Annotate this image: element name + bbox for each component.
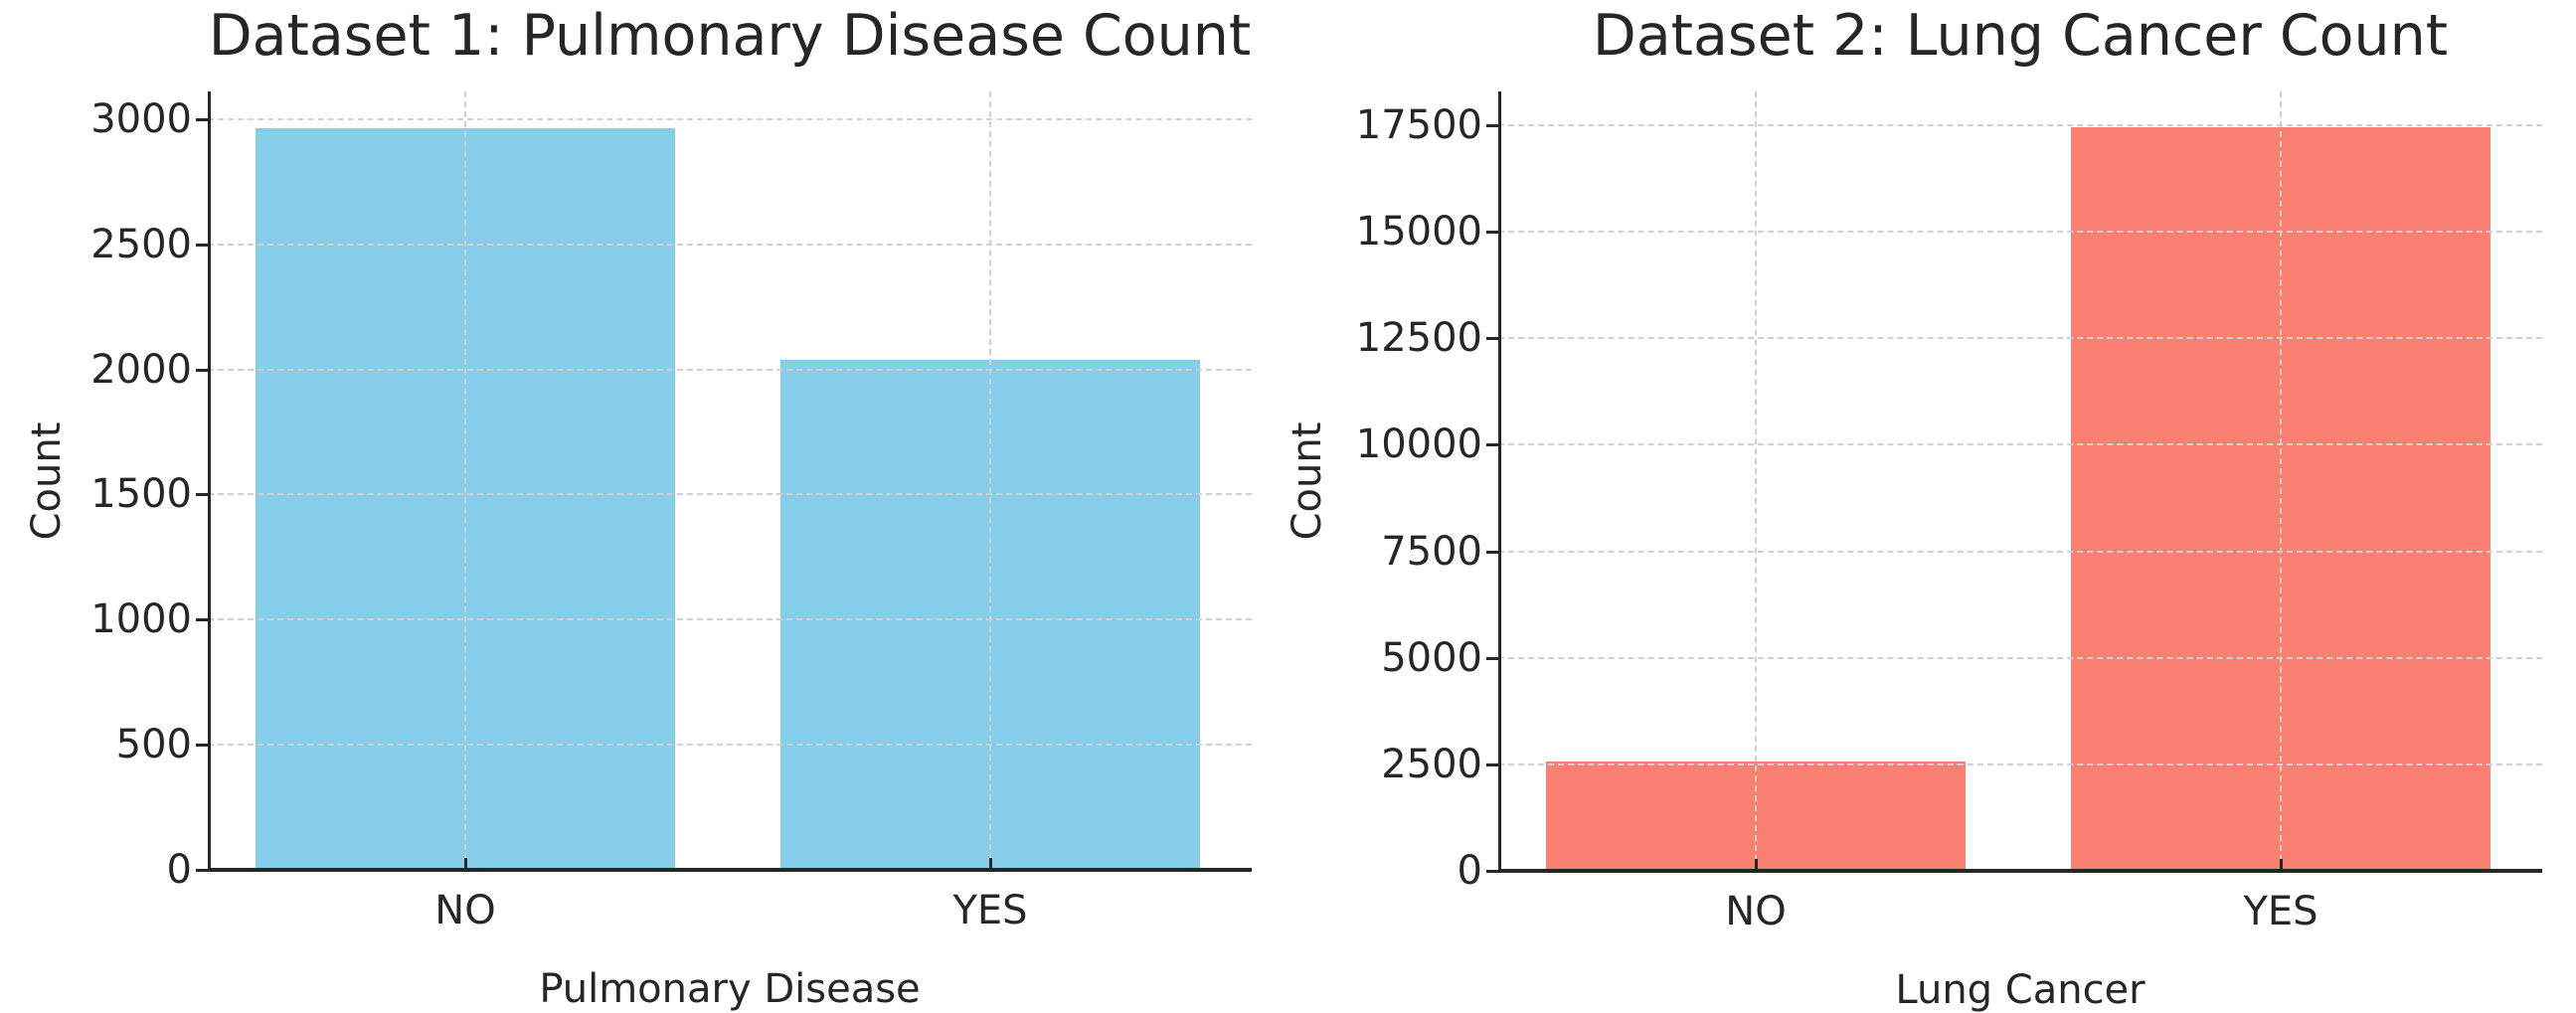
x-axis-spine bbox=[1498, 869, 2542, 873]
x-tick bbox=[989, 858, 992, 870]
y-tick-label: 2500 bbox=[90, 221, 192, 267]
y-tick bbox=[196, 243, 208, 247]
y-tick bbox=[196, 869, 208, 872]
y-tick-label: 17500 bbox=[1355, 101, 1482, 148]
y-tick-label: 5000 bbox=[1381, 634, 1482, 681]
plot-area: 0 2500 5000 7500 10000 12500 15000 17500 NO YES bbox=[1356, 91, 2542, 931]
x-tick-label-no: NO bbox=[1725, 889, 1787, 934]
x-tick-label-yes: YES bbox=[952, 888, 1028, 933]
y-tick bbox=[1486, 762, 1498, 766]
x-tick bbox=[2280, 859, 2283, 871]
y-axis-spine bbox=[208, 91, 211, 870]
y-tick-label: 1000 bbox=[90, 596, 192, 643]
y-tick bbox=[1486, 443, 1498, 447]
x-axis-title: Lung Cancer bbox=[1895, 967, 2146, 1013]
bar-no bbox=[1545, 760, 1967, 871]
y-tick-label: 12500 bbox=[1355, 315, 1482, 362]
x-tick-label-yes: YES bbox=[2243, 889, 2318, 934]
y-tick-label: 1500 bbox=[90, 471, 192, 518]
x-tick bbox=[1755, 859, 1758, 871]
y-tick bbox=[1486, 231, 1498, 235]
x-tick-label-no: NO bbox=[434, 888, 496, 933]
y-axis-title: Count bbox=[24, 422, 70, 540]
y-tick bbox=[1486, 656, 1498, 660]
bar-yes bbox=[779, 359, 1201, 870]
y-tick bbox=[1486, 123, 1498, 127]
x-tick bbox=[464, 858, 467, 870]
y-tick bbox=[196, 744, 208, 748]
y-tick-label: 0 bbox=[1457, 848, 1482, 894]
chart-title: Dataset 2: Lung Cancer Count bbox=[1592, 3, 2449, 69]
y-tick-label: 7500 bbox=[1381, 528, 1482, 575]
y-tick-label: 2000 bbox=[90, 346, 192, 393]
y-tick-label: 10000 bbox=[1355, 422, 1482, 468]
chart-title: Dataset 1: Pulmonary Disease Count bbox=[208, 3, 1252, 69]
y-tick-label: 0 bbox=[166, 847, 192, 893]
y-tick-label: 15000 bbox=[1355, 209, 1482, 255]
y-tick bbox=[1486, 337, 1498, 341]
x-axis-spine bbox=[208, 868, 1252, 872]
x-axis-title: Pulmonary Disease bbox=[539, 966, 921, 1012]
y-tick bbox=[196, 368, 208, 372]
y-tick bbox=[1486, 870, 1498, 873]
y-tick bbox=[196, 117, 208, 121]
y-axis-title: Count bbox=[1285, 422, 1330, 541]
plot-area: 0 500 1000 1500 2000 2500 3000 NO YES bbox=[90, 91, 1252, 930]
y-tick bbox=[1486, 550, 1498, 554]
y-tick bbox=[196, 618, 208, 622]
bar-no bbox=[255, 128, 676, 870]
bar-yes bbox=[2070, 127, 2491, 871]
y-tick-label: 3000 bbox=[90, 95, 192, 142]
y-tick-label: 2500 bbox=[1381, 741, 1482, 787]
y-axis-spine bbox=[1498, 91, 1501, 871]
y-tick-label: 500 bbox=[115, 722, 192, 768]
y-tick bbox=[196, 493, 208, 497]
